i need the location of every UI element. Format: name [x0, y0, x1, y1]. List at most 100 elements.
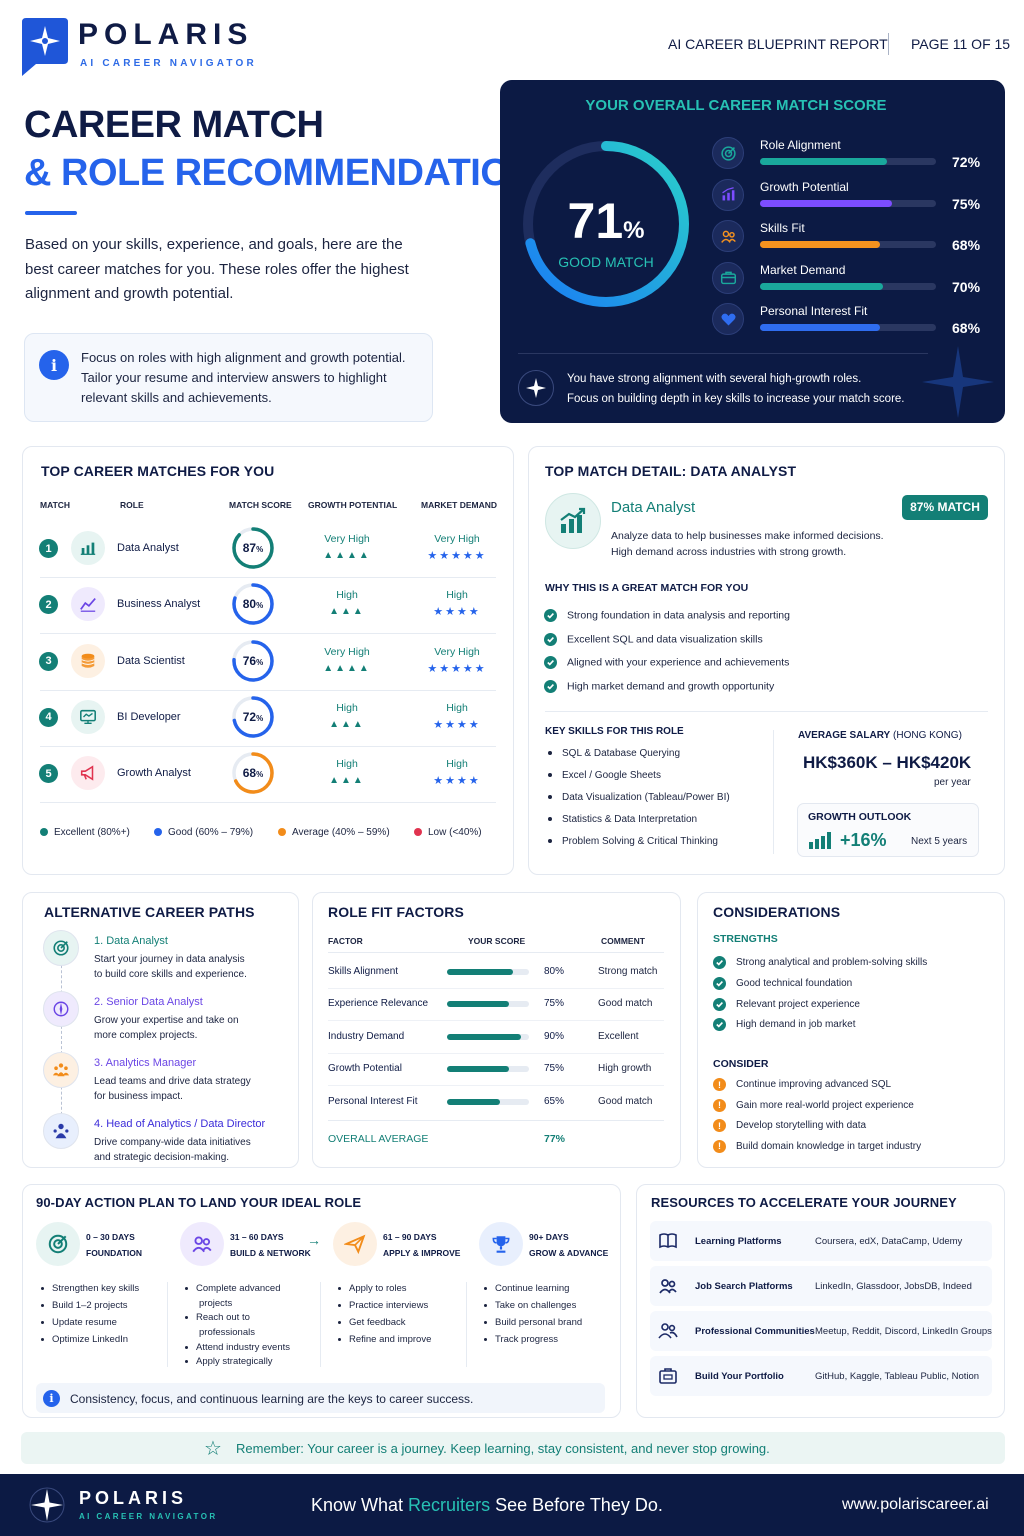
bullet [548, 773, 552, 778]
footer-url[interactable]: www.polariscareer.ai [842, 1496, 989, 1513]
demand-level: Very High [434, 645, 480, 658]
bullet [548, 795, 552, 800]
role-name: Business Analyst [117, 598, 201, 611]
metric-value: 70% [952, 278, 981, 295]
metric-bar-fill [760, 158, 887, 165]
page-number: PAGE 11 OF 15 [911, 36, 1011, 52]
path-desc: Grow your expertise and take on more com… [94, 1013, 239, 1043]
phase-task-text: Refine and improve [349, 1334, 432, 1345]
career-path-item[interactable]: 4. Head of Analytics / Data Director Dri… [43, 1113, 288, 1169]
career-path-item[interactable]: 1. Data Analyst Start your journey in da… [43, 930, 288, 986]
resource-row[interactable]: Learning Platforms Coursera, edX, DataCa… [650, 1221, 992, 1261]
consider-text: Gain more real-world project experience [736, 1099, 914, 1111]
fit-factor: Industry Demand [328, 1030, 405, 1042]
intro-line: Based on your skills, experience, and go… [25, 236, 403, 253]
phase-icon-wrap [180, 1222, 224, 1266]
strength-item: Strong analytical and problem-solving sk… [713, 956, 927, 969]
table-row[interactable]: 4 BI Developer 72% High ▲▲▲ High ★★★★ [38, 691, 498, 743]
phase-days: 31 – 60 DAYS [230, 1232, 284, 1242]
tip-text: Focus on roles with high alignment and g… [81, 348, 421, 408]
check-icon [713, 1018, 726, 1032]
resource-row[interactable]: Professional Communities Meetup, Reddit,… [650, 1311, 992, 1351]
book-icon [659, 1233, 677, 1249]
fit-bar-fill [447, 1033, 521, 1040]
table-row[interactable]: 5 Growth Analyst 68% High ▲▲▲ High ★★★★ [38, 747, 498, 799]
strength-text: Strong analytical and problem-solving sk… [736, 957, 928, 968]
phase-task-text: projects [199, 1297, 233, 1309]
match-score: 72% [230, 710, 276, 724]
line-chart-icon [80, 598, 96, 613]
match-score-number: 87 [242, 541, 257, 555]
skill-item: Data Visualization (Tableau/Power BI) [548, 792, 730, 803]
phase-task: Strengthen key skills [41, 1282, 139, 1299]
resource-name: Job Search Platforms [695, 1281, 793, 1292]
phase-divider [167, 1282, 168, 1367]
metric-value: 68% [952, 320, 981, 336]
fit-col-score: YOUR SCORE [468, 936, 526, 946]
growth-level: High [336, 758, 358, 771]
header-divider [888, 33, 889, 55]
path-icon-wrap [43, 991, 79, 1027]
resource-row[interactable]: Build Your Portfolio GitHub, Kaggle, Tab… [650, 1356, 992, 1396]
phase-task-text: Strengthen key skills [52, 1283, 140, 1294]
table-row[interactable]: 2 Business Analyst 80% High ▲▲▲ High ★★★… [38, 578, 498, 630]
phase-task: Reach out to [185, 1311, 290, 1326]
fit-score: 80% [544, 966, 565, 977]
table-row[interactable]: 1 Data Analyst 87% Very High ▲▲▲▲ Very H… [38, 522, 498, 574]
match-score-unit: % [256, 770, 264, 780]
match-score-unit: % [256, 657, 264, 667]
phase-task-text: Get feedback [349, 1317, 406, 1328]
metric-bar-track [760, 282, 936, 290]
path-desc-line: Start your journey in data analysis [94, 954, 245, 965]
demand-level: High [446, 758, 468, 771]
growth-indicator-icon: ▲▲▲ [329, 775, 365, 787]
fit-row: Experience Relevance 75% Good match [328, 998, 664, 1018]
phase-task: Continue learning [484, 1282, 582, 1299]
community-icon [658, 1323, 678, 1339]
metric-value: 68% [952, 237, 981, 253]
why-item: Excellent SQL and data visualization ski… [544, 632, 763, 646]
phase-tasks: Apply to roles Practice interviews Get fee… [338, 1282, 431, 1350]
bar-chart-icon [80, 542, 96, 555]
career-path-item[interactable]: 3. Analytics Manager Lead teams and driv… [43, 1052, 288, 1108]
tagline-part: Know What [311, 1495, 409, 1515]
growth-outlook-title: GROWTH OUTLOOK [808, 811, 912, 823]
salary-title-text: AVERAGE SALARY [798, 730, 891, 741]
path-icon-wrap [43, 1113, 79, 1149]
col-demand: MARKET DEMAND [421, 500, 498, 510]
table-row[interactable]: 3 Data Scientist 76% Very High ▲▲▲▲ Very… [38, 635, 498, 687]
panel-note-line: You have strong alignment with several h… [567, 373, 862, 385]
metric-label: Personal Interest Fit [760, 304, 868, 318]
salary-region: (HONG KONG) [893, 730, 962, 741]
target-icon [720, 145, 736, 161]
title-underline [25, 211, 77, 215]
match-score: 87% [230, 541, 276, 555]
detail-title: TOP MATCH DETAIL: DATA ANALYST [545, 463, 797, 479]
col-growth: GROWTH POTENTIAL [308, 500, 398, 510]
consider-text: Build domain knowledge in target industr… [736, 1140, 922, 1152]
fit-row: Growth Potential 75% High growth [328, 1063, 664, 1083]
phase-task: Practice interviews [338, 1299, 431, 1316]
resource-row[interactable]: Job Search Platforms LinkedIn, Glassdoor… [650, 1266, 992, 1306]
growth-indicator-icon: ▲▲▲ [329, 606, 365, 618]
bullet [185, 1316, 188, 1320]
metric-icon-wrap [712, 303, 744, 335]
footer-bar [0, 1474, 1024, 1536]
consider-text: Continue improving advanced SQL [736, 1079, 892, 1090]
phase-task-text: Optimize LinkedIn [52, 1334, 129, 1345]
why-item: High market demand and growth opportunit… [544, 679, 774, 693]
intro-line: alignment and growth potential. [25, 285, 234, 302]
strength-item: High demand in job market [713, 1018, 856, 1032]
bullet [338, 1303, 341, 1307]
bullet [41, 1303, 44, 1307]
growth-outlook-value: +16% [840, 830, 887, 850]
target-icon [48, 1234, 68, 1254]
skill-text: Problem Solving & Critical Thinking [562, 836, 718, 847]
career-path-item[interactable]: 2. Senior Data Analyst Grow your experti… [43, 991, 288, 1047]
overall-score-ring [523, 141, 689, 307]
why-item-text: Strong foundation in data analysis and r… [567, 609, 790, 622]
growth-chart-icon [809, 832, 831, 849]
resource-name: Learning Platforms [695, 1236, 782, 1247]
intro-text: Based on your skills, experience, and go… [25, 233, 465, 307]
metric-icon-wrap [712, 220, 744, 252]
